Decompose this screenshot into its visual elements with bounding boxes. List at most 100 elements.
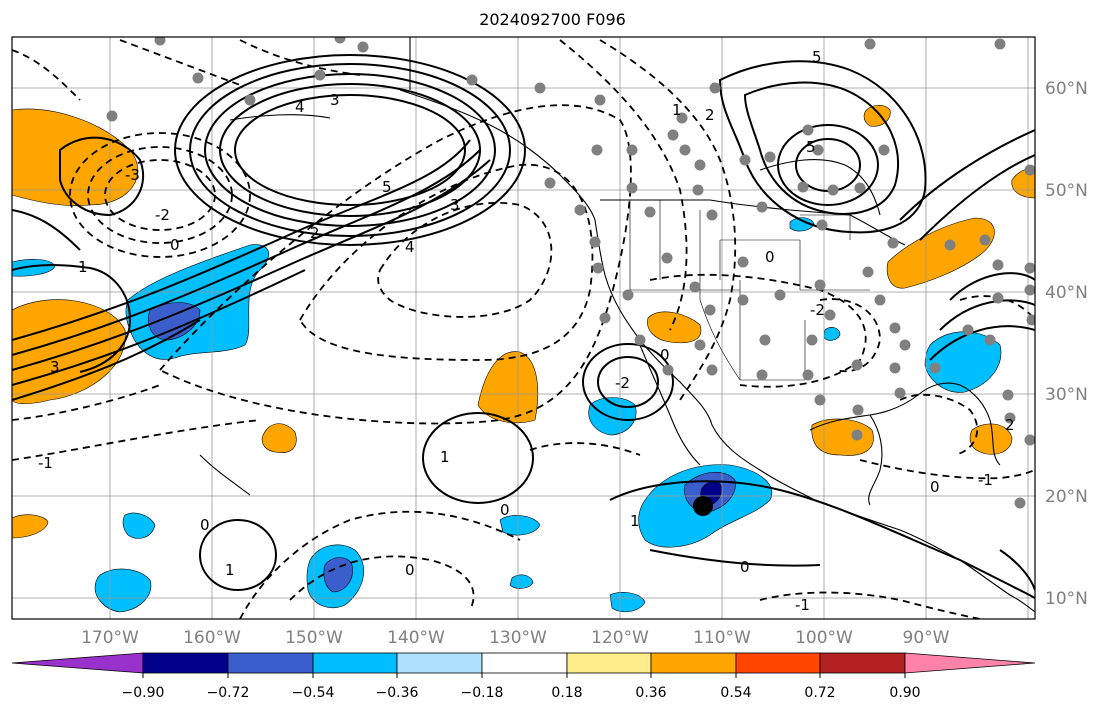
graticule — [12, 37, 1035, 619]
lat-label-20n: 20°N — [1045, 487, 1088, 507]
contour-label: 1 — [225, 561, 235, 579]
contour — [12, 263, 132, 373]
contour-label: 1 — [78, 258, 88, 276]
contour-label: 2 — [310, 224, 320, 242]
contour — [582, 343, 674, 421]
colorbar-labels: −0.90 −0.72 −0.54 −0.36 −0.18 0.18 0.36 … — [122, 685, 921, 701]
positive-anomaly-region — [811, 418, 874, 456]
contour — [859, 459, 1035, 480]
contour-label: 5 — [382, 178, 392, 196]
contour-label: 2 — [705, 106, 715, 124]
negative-anomaly-region — [148, 302, 201, 341]
colorbar-tick-label: −0.36 — [376, 685, 419, 701]
contour — [298, 164, 594, 361]
contour-label: 0 — [170, 236, 180, 254]
negative-anomaly-region — [823, 326, 841, 341]
contour — [104, 159, 216, 231]
contour-label: -1 — [978, 471, 993, 489]
contour — [777, 124, 879, 206]
colorbar-segment — [312, 652, 398, 674]
contour-label: 4 — [295, 98, 305, 116]
colorbar-segment — [227, 652, 314, 674]
contour — [12, 384, 261, 461]
colorbar-segment — [396, 652, 483, 674]
lon-label-110w: 110°W — [693, 628, 751, 648]
colorbar-segment — [566, 652, 652, 674]
lon-label-90w: 90°W — [903, 628, 950, 648]
contour-label: 0 — [500, 501, 510, 519]
positive-anomaly-region — [647, 311, 702, 344]
positive-anomaly-region — [261, 423, 297, 453]
contour-label: 0 — [200, 516, 210, 534]
contour-label: 2 — [1005, 416, 1015, 434]
solid-contours — [12, 54, 1035, 599]
contour — [12, 139, 471, 341]
state-borders — [629, 200, 870, 381]
positive-anomaly-region — [886, 217, 995, 289]
latitude-labels: 60°N 50°N 40°N 30°N 20°N 10°N — [1045, 79, 1088, 609]
lon-label-130w: 130°W — [489, 628, 547, 648]
contour — [422, 412, 534, 504]
contour — [204, 73, 496, 227]
dashed-contours — [12, 39, 1035, 619]
contour — [899, 129, 1035, 241]
contour — [189, 63, 511, 237]
colorbar-segment — [142, 652, 229, 674]
contour — [12, 319, 201, 401]
negative-anomaly-region — [323, 557, 353, 593]
contour — [174, 54, 526, 246]
colorbar-tick-label: 0.90 — [889, 685, 920, 701]
contour — [12, 269, 306, 386]
negative-anomaly-region — [122, 512, 156, 539]
negative-anomaly-region — [12, 259, 56, 277]
contour — [69, 132, 251, 258]
negative-anomaly-region — [609, 592, 646, 613]
contour-labels: 5 5 5 4 4 3 3 3 2 2 2 1 1 1 1 1 0 0 0 0 … — [38, 48, 1015, 614]
storm-center-marker — [693, 496, 713, 516]
contour — [199, 519, 277, 591]
contour-label: 3 — [450, 196, 460, 214]
contour — [649, 549, 821, 567]
colorbar-tick-label: −0.90 — [122, 685, 165, 701]
colorbar-tick-label: −0.54 — [292, 685, 335, 701]
colorbar-segment — [819, 652, 906, 674]
contour-label: -3 — [125, 166, 140, 184]
contour-label: -1 — [795, 596, 810, 614]
contour — [12, 159, 491, 371]
contour — [899, 393, 979, 456]
lat-label-60n: 60°N — [1045, 79, 1088, 99]
negative-anomaly-region — [509, 574, 534, 589]
contour — [12, 149, 481, 356]
colorbar-extend-low — [11, 652, 144, 674]
lat-label-50n: 50°N — [1045, 181, 1088, 201]
contour — [743, 81, 899, 215]
colorbar-segment — [481, 652, 568, 674]
contour — [999, 549, 1035, 591]
positive-anomaly-region — [12, 514, 49, 539]
contour-label: 0 — [740, 558, 750, 576]
contour-label: 1 — [440, 448, 450, 466]
contour-label: 3 — [330, 91, 340, 109]
map-title: 2024092700 F096 — [479, 10, 626, 29]
contour — [609, 480, 1035, 599]
colorbar-tick-label: 0.72 — [804, 685, 835, 701]
colorbar-tick-label: 0.36 — [635, 685, 666, 701]
contour — [599, 39, 737, 401]
lon-label-120w: 120°W — [591, 628, 649, 648]
contour — [597, 356, 659, 408]
contour — [559, 39, 688, 331]
lat-label-30n: 30°N — [1045, 385, 1088, 405]
contour — [59, 136, 145, 217]
lon-label-160w: 160°W — [183, 628, 241, 648]
lat-label-10n: 10°N — [1045, 589, 1088, 609]
contour-label: -2 — [810, 301, 825, 319]
contour-label: 3 — [50, 358, 60, 376]
lon-label-100w: 100°W — [795, 628, 853, 648]
negative-anomaly-region — [94, 568, 152, 613]
positive-anomaly-region — [477, 351, 539, 424]
contour — [158, 104, 632, 425]
contour — [929, 272, 1035, 361]
map-frame — [11, 36, 1036, 620]
colorbar-extend-high — [904, 652, 1036, 674]
negative-anomaly-region — [499, 515, 541, 536]
